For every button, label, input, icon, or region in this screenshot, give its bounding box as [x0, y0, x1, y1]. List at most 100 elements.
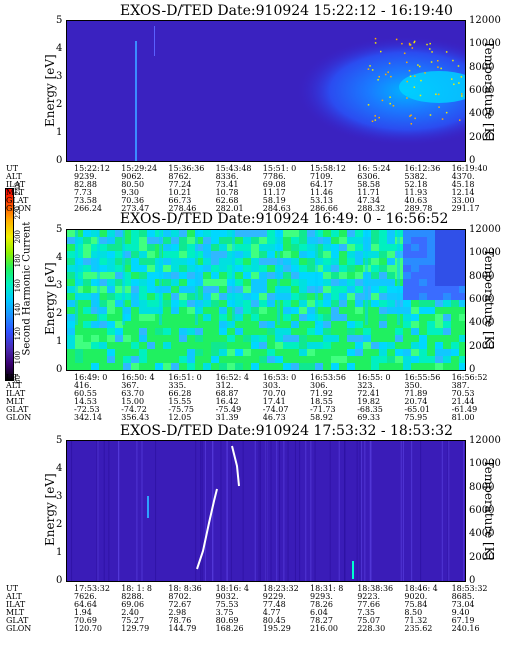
panel-2-cell: [227, 272, 235, 279]
panel-2-cell: [355, 349, 363, 356]
panel-3-streak: [305, 441, 307, 581]
panel-2-cell: [403, 230, 411, 237]
panel-2-row-ilat-value: 60.55: [74, 389, 97, 398]
panel-2-cell: [347, 265, 355, 272]
panel-2-row-glon-value: 75.95: [404, 413, 428, 422]
panel-2-cell: [179, 363, 187, 370]
panel-2-cell: [331, 244, 339, 251]
panel-3-ytick: 5: [56, 435, 63, 446]
panel-2-cell: [139, 272, 147, 279]
panel-2-cell: [179, 265, 187, 272]
panel-2-cell: [283, 342, 291, 349]
panel-1-row-label-mlt: MLT: [6, 188, 25, 197]
panel-3-row-mlt-value: 2.98: [168, 608, 187, 617]
panel-2-cell: [379, 230, 387, 237]
panel-2-cell: [99, 307, 107, 314]
panel-2-cell: [379, 237, 387, 244]
panel-1-y2tick: 4000: [469, 108, 495, 120]
panel-2-column: [195, 230, 198, 325]
panel-3-row-glat-value: 78.76: [168, 616, 192, 625]
panel-2-cell: [387, 244, 395, 251]
panel-2-cell: [435, 230, 443, 237]
panel-1-speckle: [388, 62, 391, 65]
panel-2-cell: [227, 265, 235, 272]
panel-2-cell: [387, 349, 395, 356]
panel-2-cell: [339, 363, 347, 370]
panel-2-cell: [99, 314, 107, 321]
panel-1-speckle: [419, 94, 422, 97]
panel-2-cell: [411, 265, 419, 272]
panel-2-cell: [227, 300, 235, 307]
panel-2-cell: [347, 272, 355, 279]
panel-2-cell: [235, 293, 243, 300]
panel-2-cell: [427, 300, 435, 307]
panel-1-row-glat-value: 40.63: [404, 196, 428, 205]
panel-2-cell: [315, 265, 323, 272]
panel-2-cell: [331, 251, 339, 258]
panel-3-streak: [441, 441, 443, 581]
panel-1-row-alt-value: 4370.: [451, 172, 475, 181]
panel-2-cell: [83, 237, 91, 244]
panel-2-cell: [91, 293, 99, 300]
panel-2-cell: [195, 237, 203, 244]
panel-1-speckle: [377, 79, 379, 81]
panel-2-cell: [355, 307, 363, 314]
panel-2-cell: [451, 244, 459, 251]
panel-2-cell: [187, 244, 195, 251]
panel-1-speckle: [460, 76, 463, 78]
panel-2-cell: [419, 328, 427, 335]
panel-2-row-ut-value: 16:50: 4: [121, 373, 155, 382]
panel-2-cell: [451, 230, 459, 237]
panel-3-trace-b: [231, 445, 240, 487]
panel-2-cell: [211, 279, 219, 286]
panel-2-cell: [139, 286, 147, 293]
panel-2-cell: [251, 237, 259, 244]
panel-2-cell: [267, 279, 275, 286]
panel-1-speckle: [438, 93, 440, 96]
panel-1-row-glat-value: 62.68: [215, 196, 239, 205]
panel-2-cell: [139, 293, 147, 300]
panel-2-cell: [83, 258, 91, 265]
panel-2-cell: [339, 300, 347, 307]
panel-3-ytick: 2: [56, 519, 63, 530]
panel-2-cell: [139, 356, 147, 363]
panel-2-cell: [451, 279, 459, 286]
panel-2-cell: [347, 328, 355, 335]
panel-2-column: [75, 230, 78, 325]
panel-2-cell: [323, 251, 331, 258]
panel-2-cell: [115, 244, 123, 251]
panel-2-cell: [411, 314, 419, 321]
panel-2-cell: [235, 272, 243, 279]
panel-2-row-glat-value: -74.07: [262, 405, 289, 414]
panel-2-cell: [411, 237, 419, 244]
panel-2-cell: [331, 265, 339, 272]
panel-2-cell: [163, 230, 171, 237]
panel-2-cell: [211, 307, 219, 314]
panel-2-row-ilat-value: 71.89: [404, 389, 428, 398]
panel-3-streak: [242, 441, 244, 581]
panel-2-cell: [315, 328, 323, 335]
panel-2-cell: [323, 363, 331, 370]
panel-2-cell: [259, 307, 267, 314]
panel-2-cell: [99, 237, 107, 244]
panel-2-cell: [99, 293, 107, 300]
panel-2-cell: [99, 286, 107, 293]
panel-2-cell: [107, 279, 115, 286]
panel-2-cell: [123, 230, 131, 237]
panel-2-cell: [283, 244, 291, 251]
panel-2-cell: [123, 328, 131, 335]
panel-2-cell: [171, 321, 179, 328]
panel-2-cell: [355, 321, 363, 328]
panel-2-cell: [139, 251, 147, 258]
panel-2-cell: [115, 237, 123, 244]
panel-2-cell: [307, 244, 315, 251]
panel-1-speckle: [429, 114, 432, 116]
panel-2-cell: [91, 230, 99, 237]
panel-2-cell: [347, 356, 355, 363]
panel-2-cell: [379, 279, 387, 286]
panel-2-cell: [395, 349, 403, 356]
panel-2-y2tick: 0: [469, 364, 476, 375]
panel-2-row-glat-value: -61.49: [451, 405, 478, 414]
panel-2-cell: [451, 335, 459, 342]
panel-1-row-label-glon: GLON: [6, 204, 32, 213]
